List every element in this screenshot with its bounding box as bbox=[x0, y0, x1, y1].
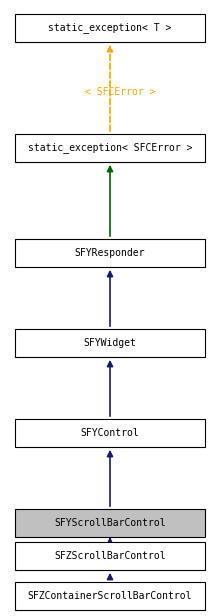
FancyBboxPatch shape bbox=[15, 582, 205, 610]
Text: SFYControl: SFYControl bbox=[81, 428, 139, 438]
Text: SFYScrollBarControl: SFYScrollBarControl bbox=[54, 518, 166, 528]
Text: SFYResponder: SFYResponder bbox=[75, 248, 145, 258]
Text: static_exception< T >: static_exception< T > bbox=[48, 23, 172, 33]
FancyBboxPatch shape bbox=[15, 134, 205, 162]
Text: SFZScrollBarControl: SFZScrollBarControl bbox=[54, 551, 166, 561]
Text: SFZContainerScrollBarControl: SFZContainerScrollBarControl bbox=[28, 591, 192, 601]
Text: static_exception< SFCError >: static_exception< SFCError > bbox=[28, 142, 192, 153]
FancyBboxPatch shape bbox=[15, 329, 205, 357]
FancyBboxPatch shape bbox=[15, 239, 205, 267]
FancyBboxPatch shape bbox=[15, 419, 205, 447]
Text: < SFCError >: < SFCError > bbox=[85, 87, 155, 97]
Text: SFYWidget: SFYWidget bbox=[84, 338, 136, 348]
FancyBboxPatch shape bbox=[15, 14, 205, 42]
FancyBboxPatch shape bbox=[15, 509, 205, 537]
FancyBboxPatch shape bbox=[15, 542, 205, 570]
